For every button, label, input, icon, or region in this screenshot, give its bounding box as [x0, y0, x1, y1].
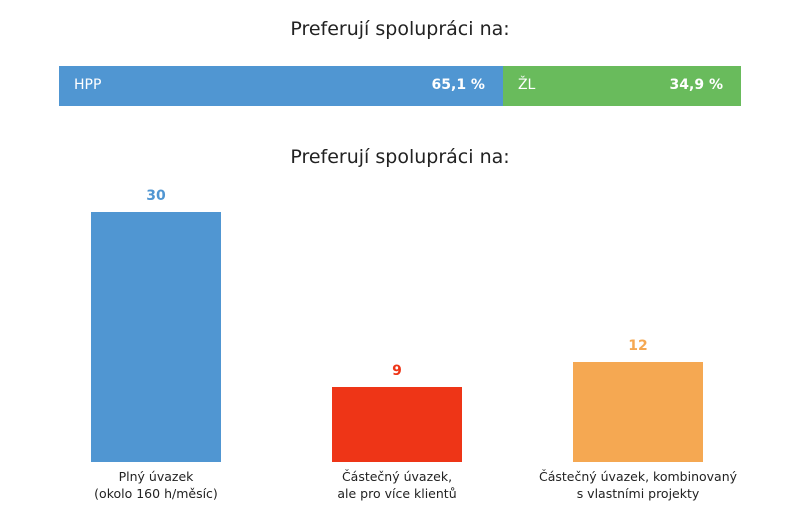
segment-value: 65,1 % — [431, 77, 485, 93]
bar-2 — [573, 362, 703, 462]
category-label-line: ale pro více klientů — [337, 486, 457, 501]
category-label-line: Částečný úvazek, kombinovaný — [538, 469, 738, 484]
stacked-chart-title: Preferují spolupráci na: — [290, 18, 510, 40]
category-label: Plný úvazek (okolo 160 h/měsíc) — [36, 468, 276, 502]
bar-1 — [332, 387, 462, 462]
category-label: Částečný úvazek, kombinovaný s vlastními … — [518, 468, 758, 502]
segment-value: 34,9 % — [669, 77, 723, 93]
bar-value-label: 30 — [146, 188, 166, 204]
category-label-line: Částečný úvazek, — [341, 469, 453, 484]
category-label-line: (okolo 160 h/měsíc) — [94, 486, 218, 501]
bar-value-label: 12 — [628, 338, 648, 354]
segment-0: HPP 65,1 % — [59, 66, 503, 106]
segment-label: HPP — [74, 77, 102, 93]
category-label-line: s vlastními projekty — [576, 486, 700, 501]
bar-0 — [91, 212, 221, 462]
segment-label: ŽL — [517, 77, 536, 93]
bar-chart-title: Preferují spolupráci na: — [290, 146, 510, 168]
segment-1: ŽL 34,9 % — [502, 66, 741, 106]
category-label-line: Plný úvazek — [118, 469, 194, 484]
stacked-bar: HPP 65,1 % ŽL 34,9 % — [59, 66, 741, 106]
category-label: Částečný úvazek, ale pro více klientů — [277, 468, 517, 502]
bar-value-label: 9 — [392, 363, 402, 379]
